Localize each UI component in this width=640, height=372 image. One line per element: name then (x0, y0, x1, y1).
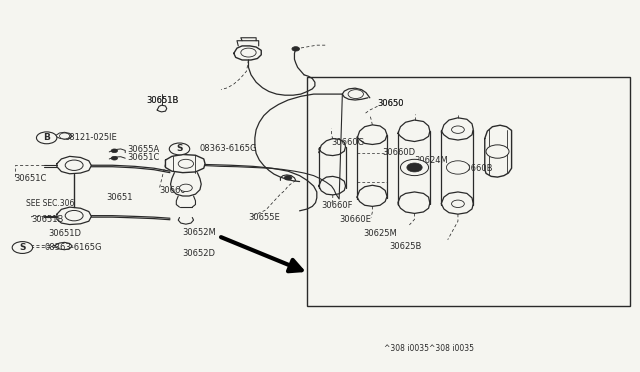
Text: 30651C: 30651C (15, 174, 47, 183)
Circle shape (407, 163, 422, 172)
Circle shape (60, 133, 70, 139)
Circle shape (292, 46, 300, 51)
Text: 30651B: 30651B (147, 96, 179, 105)
Circle shape (111, 156, 118, 160)
Text: SEE SEC.306: SEE SEC.306 (26, 199, 75, 208)
Text: 08363-6165G: 08363-6165G (200, 144, 257, 153)
Text: 30660D: 30660D (383, 148, 416, 157)
Text: S: S (176, 144, 183, 153)
Text: 30651B: 30651B (147, 96, 179, 105)
Text: 08121-025lE: 08121-025lE (65, 133, 117, 142)
Text: 30625M: 30625M (364, 229, 397, 238)
Text: 30655E: 30655E (248, 213, 280, 222)
Text: ^308 i0035: ^308 i0035 (429, 344, 474, 353)
Circle shape (111, 149, 118, 153)
Text: B: B (44, 133, 50, 142)
Circle shape (179, 184, 192, 192)
Text: 30625B: 30625B (389, 241, 421, 250)
Text: 30651B: 30651B (31, 215, 64, 224)
Text: 30624M: 30624M (415, 156, 448, 165)
Text: 30650: 30650 (378, 99, 404, 108)
Text: 30650: 30650 (378, 99, 404, 108)
Text: 30660F: 30660F (321, 201, 353, 210)
Circle shape (284, 176, 292, 180)
Text: 30655A: 30655A (127, 145, 159, 154)
Circle shape (12, 241, 33, 253)
Text: 30651C: 30651C (127, 153, 159, 162)
Circle shape (348, 90, 364, 99)
Bar (307, 77, 630, 307)
Circle shape (65, 211, 83, 221)
Text: 30651D: 30651D (49, 229, 81, 238)
Text: 30660E: 30660E (339, 215, 371, 224)
Text: S: S (19, 243, 26, 252)
Circle shape (401, 159, 429, 176)
Text: 30660: 30660 (159, 186, 186, 195)
Text: 30652D: 30652D (182, 249, 216, 258)
Circle shape (36, 132, 57, 144)
Circle shape (452, 126, 465, 134)
Circle shape (65, 160, 83, 170)
Circle shape (170, 143, 189, 155)
Circle shape (447, 161, 469, 174)
Text: ^308 i0035: ^308 i0035 (383, 344, 429, 353)
Circle shape (486, 145, 509, 158)
Circle shape (452, 200, 465, 208)
Text: 30660G: 30660G (332, 138, 365, 147)
Text: 08363-6165G: 08363-6165G (44, 243, 102, 252)
Circle shape (178, 159, 193, 168)
Text: 30652M: 30652M (182, 228, 216, 237)
Circle shape (241, 48, 256, 57)
Text: 30660B: 30660B (461, 164, 493, 173)
Text: 30651: 30651 (106, 193, 132, 202)
